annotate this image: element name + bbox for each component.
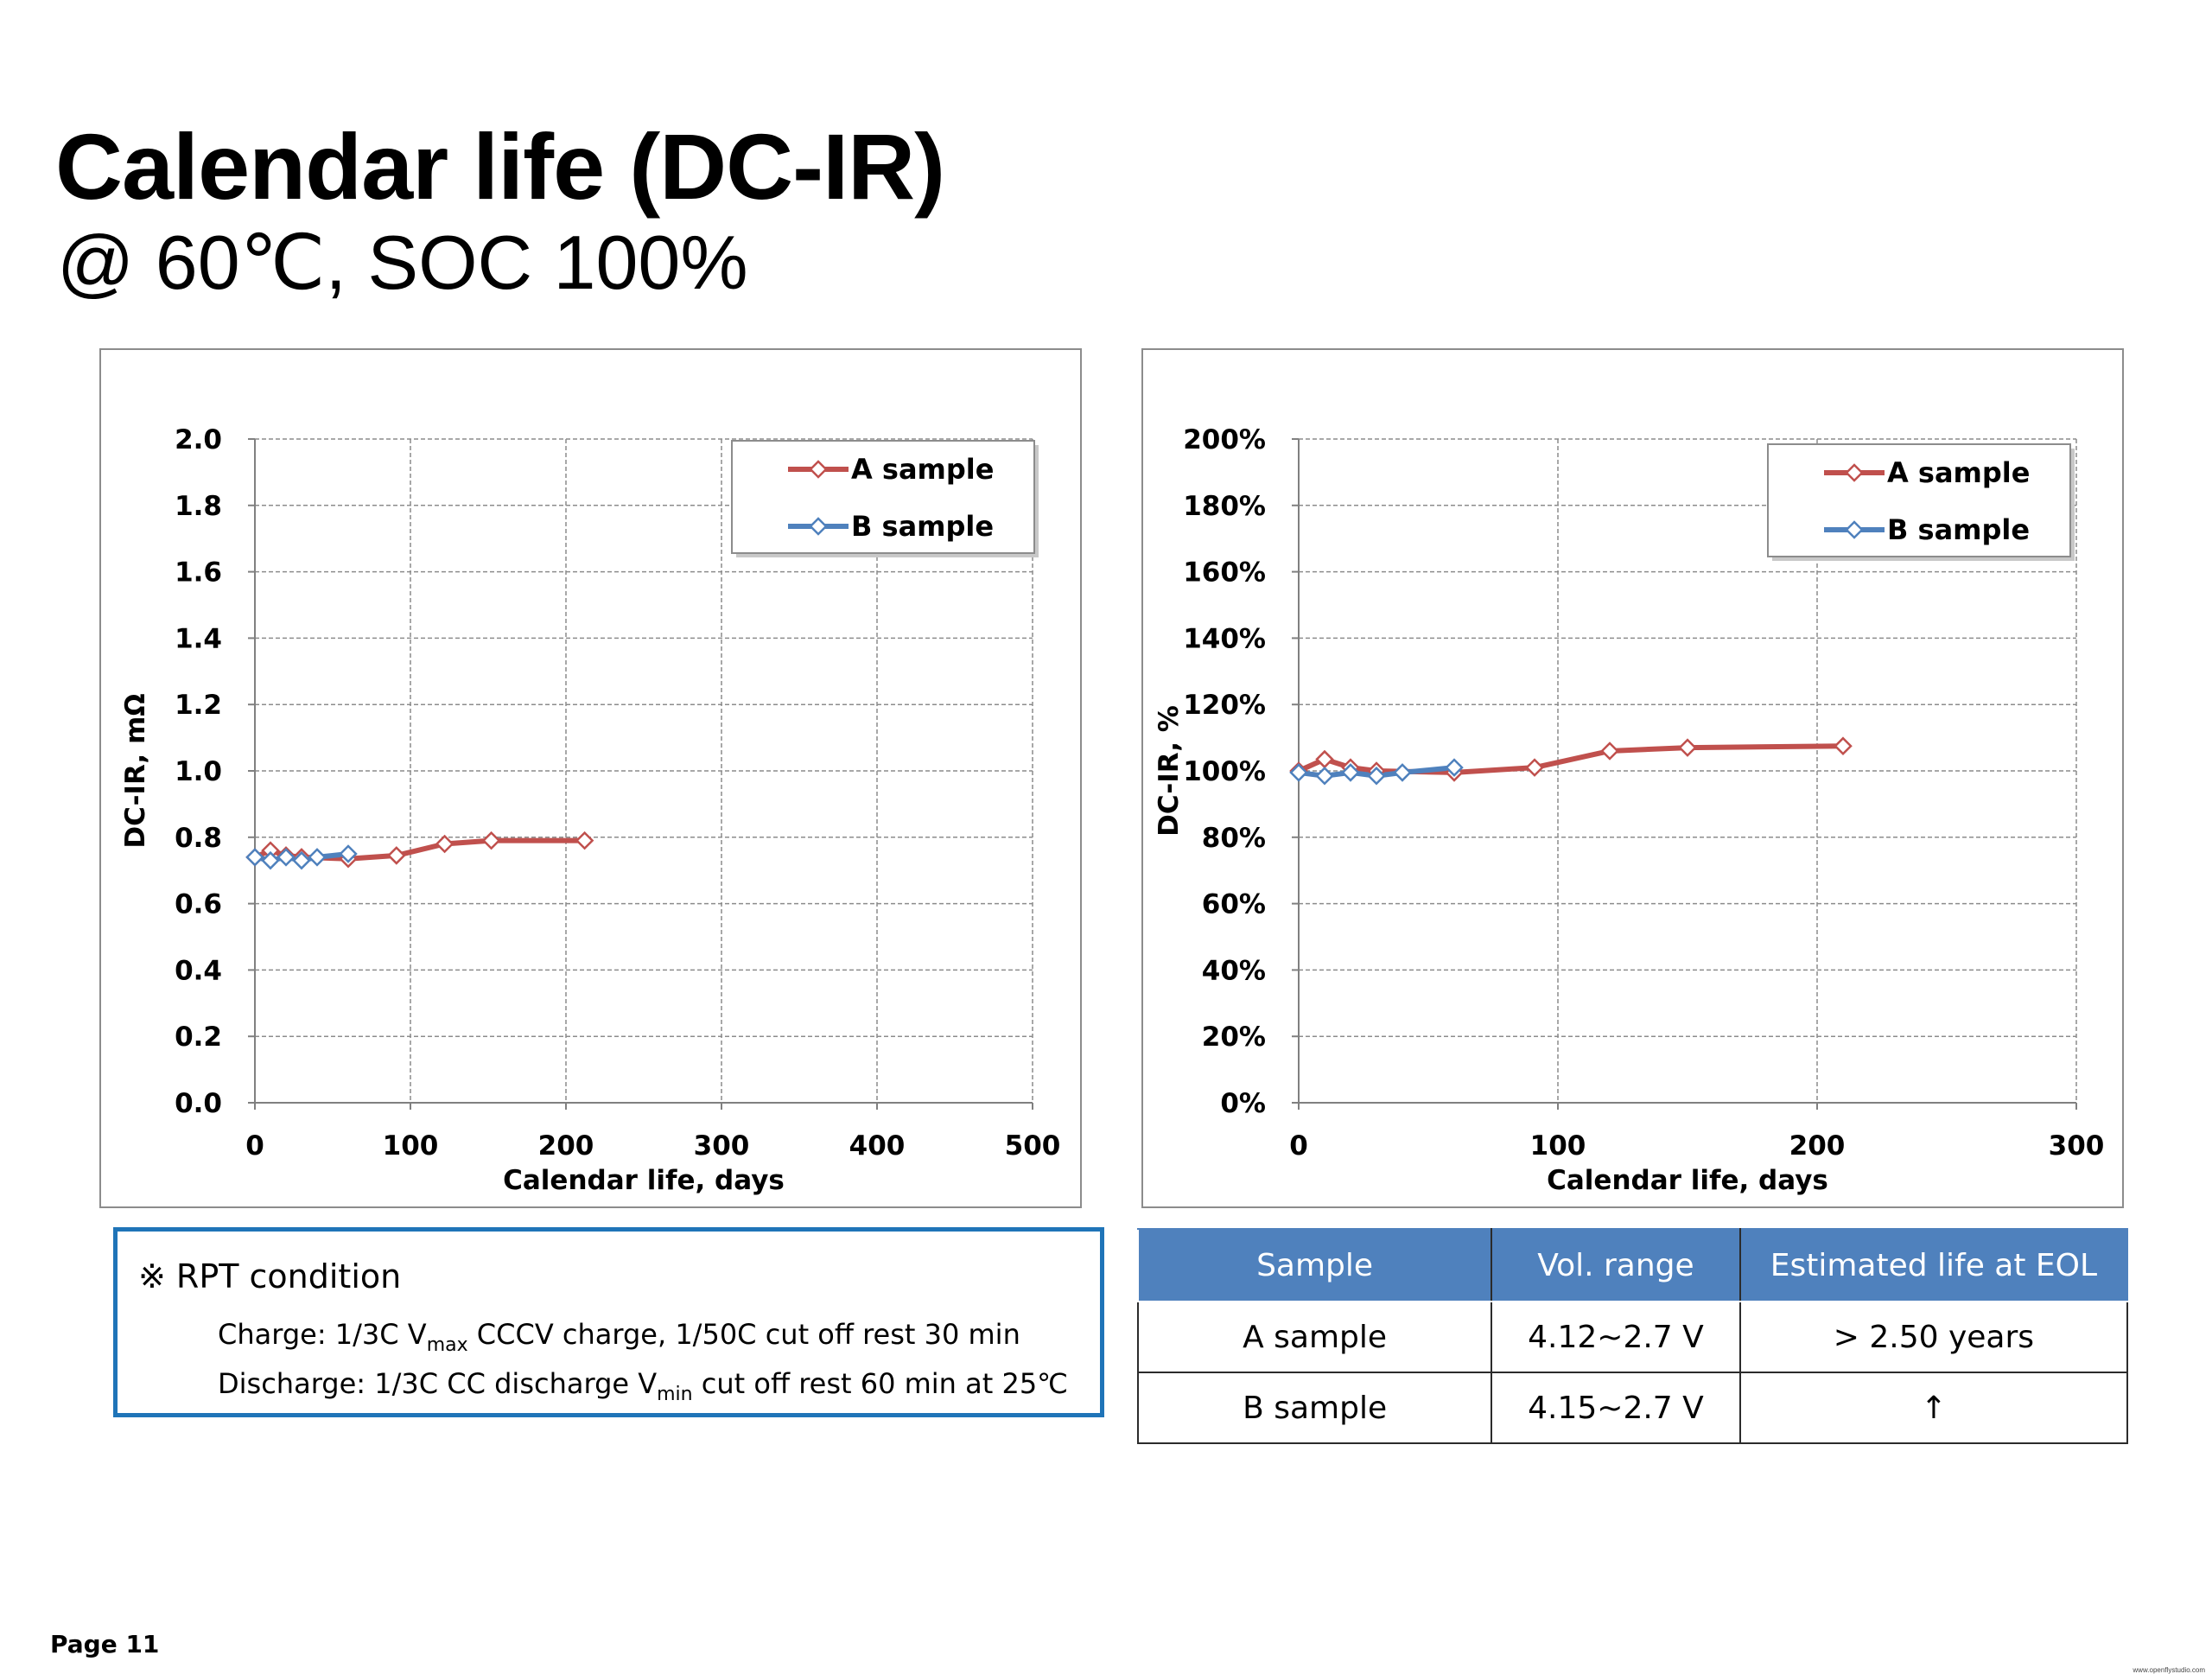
table-header-row: Sample Vol. range Estimated life at EOL [1136,1228,2129,1302]
x-tick-label: 400 [849,1130,906,1162]
dcir-percent-chart-svg: 0% 20% 40% 60% 80% 100% 120% 140% 160% 180% 200% 0 1… [1154,424,2105,1196]
x-axis-title: Calendar life, days [1547,1165,1828,1196]
y-axis-title: DC-IR, mΩ [120,693,151,848]
x-tick-label: 100 [1530,1130,1586,1162]
x-tick-label: 500 [1005,1130,1061,1162]
rpt-charge-text-end: CCCV charge, 1/50C cut off rest 30 min [467,1318,1020,1351]
y-tick-label: 0.0 [175,1088,222,1119]
series-b-point [245,848,264,867]
table-cell: A sample [1136,1301,1493,1373]
y-tick-label: 0.2 [175,1022,222,1053]
y-tick-label: 2.0 [175,424,222,455]
series-b-point [276,848,296,867]
y-tick-label: 1.8 [175,491,222,522]
series-b-point [1315,766,1334,786]
series-a-point [1834,736,1853,755]
table-header-estimated-life: Estimated life at EOL [1738,1228,2129,1302]
x-tick-label: 0 [245,1130,264,1162]
y-tick-label: 1.4 [175,623,222,654]
legend-marker-a [1845,463,1864,482]
table-cell: > 2.50 years [1738,1301,2129,1373]
y-tick-label: 120% [1183,690,1266,721]
series-a-point [481,831,501,850]
y-tick-label: 0.4 [175,955,222,986]
results-table: Sample Vol. range Estimated life at EOL … [1136,1228,2129,1444]
y-axis-title: DC-IR, % [1154,705,1185,837]
table-header-sample: Sample [1136,1228,1493,1302]
rpt-title: ※ RPT condition [138,1257,402,1295]
y-tick-label: 200% [1183,424,1266,455]
legend-label-a: A sample [851,453,994,486]
series-b-point [1341,763,1360,782]
legend-label-b: B sample [851,510,994,543]
page-subtitle: @ 60℃, SOC 100% [57,220,748,305]
table-header-vol-range: Vol. range [1491,1228,1741,1302]
x-tick-label: 300 [694,1130,750,1162]
legend-marker-b [1845,520,1864,539]
y-tick-label: 180% [1183,491,1266,522]
rpt-discharge-line: Discharge: 1/3C CC discharge Vmin cut of… [218,1367,1068,1405]
table-row: B sample 4.15~2.7 V ↑ [1136,1372,2129,1444]
page-number: Page 11 [50,1630,160,1658]
legend-marker-a [809,460,828,479]
series-b-point [292,850,311,870]
series-b-point [1393,763,1412,782]
rpt-charge-text: Charge: 1/3C V [218,1318,427,1351]
x-tick-label: 0 [1289,1130,1308,1162]
rpt-discharge-subscript: min [657,1384,693,1405]
series-a-point [387,846,406,865]
dcir-percent-chart: 0% 20% 40% 60% 80% 100% 120% 140% 160% 180% 200% 0 1… [1141,348,2124,1208]
y-tick-label: 1.0 [175,756,222,787]
dcir-absolute-chart: 0.0 0.2 0.4 0.6 0.8 1.0 1.2 1.4 1.6 1.8 2.0 0 100 200… [99,348,1082,1208]
y-tick-label: 160% [1183,557,1266,589]
legend-label-a: A sample [1887,456,2030,489]
table-cell: 4.15~2.7 V [1491,1372,1741,1444]
rpt-discharge-text-end: cut off rest 60 min at 25℃ [692,1367,1069,1400]
series-b-point [1289,763,1308,782]
series-a-point [435,834,454,854]
table-cell: ↑ [1738,1372,2129,1444]
rpt-charge-subscript: max [426,1334,468,1356]
rpt-discharge-text: Discharge: 1/3C CC discharge V [218,1367,658,1400]
y-tick-label: 80% [1202,823,1266,854]
dcir-absolute-chart-svg: 0.0 0.2 0.4 0.6 0.8 1.0 1.2 1.4 1.6 1.8 2.0 0 100 200… [120,424,1061,1196]
series-a-point [1525,758,1544,777]
y-tick-label: 100% [1183,756,1266,787]
y-tick-label: 1.6 [175,557,222,589]
x-tick-label: 200 [538,1130,594,1162]
x-tick-label: 300 [2049,1130,2105,1162]
series-b-point [308,848,327,867]
x-tick-label: 200 [1789,1130,1846,1162]
rpt-charge-line: Charge: 1/3C Vmax CCCV charge, 1/50C cut… [218,1318,1020,1356]
page-title: Calendar life (DC-IR) [55,114,945,219]
series-b-point [339,844,358,863]
table-cell: 4.12~2.7 V [1491,1301,1741,1373]
x-axis-title: Calendar life, days [503,1165,785,1196]
legend-marker-b [809,517,828,536]
series-b-point [1445,758,1464,777]
y-tick-label: 60% [1202,889,1266,920]
rpt-condition-box: ※ RPT condition Charge: 1/3C Vmax CCCV c… [113,1227,1104,1417]
y-tick-label: 0.8 [175,823,222,854]
table-row: A sample 4.12~2.7 V > 2.50 years [1136,1301,2129,1373]
series-a-point [575,831,594,850]
watermark: www.openflystudio.com [2133,1666,2205,1674]
series-b-point [1367,766,1386,786]
y-tick-label: 0% [1220,1088,1266,1119]
series-a-point [1678,738,1697,757]
x-tick-label: 100 [383,1130,439,1162]
y-tick-label: 40% [1202,955,1266,986]
legend-label-b: B sample [1887,513,2030,546]
legend-box [1767,443,2071,557]
series-a-point [1600,742,1619,761]
y-tick-label: 0.6 [175,889,222,920]
legend-box [731,440,1035,554]
y-tick-label: 20% [1202,1022,1266,1053]
series-b-point [261,850,280,870]
y-tick-label: 1.2 [175,690,222,721]
table-cell: B sample [1136,1372,1493,1444]
y-tick-label: 140% [1183,623,1266,654]
